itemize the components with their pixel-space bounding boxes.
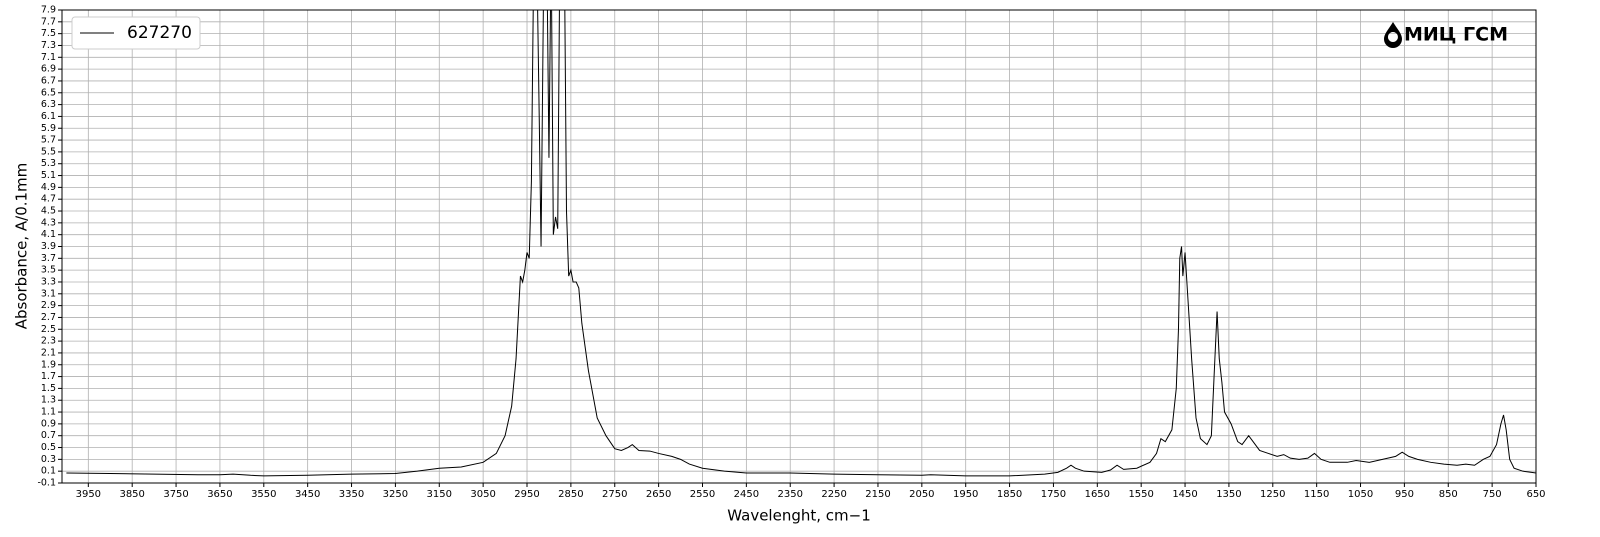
y-tick-label: 5.3 xyxy=(41,158,56,169)
y-tick-label: 0.7 xyxy=(41,430,56,441)
spectrum-line xyxy=(66,10,1536,477)
y-tick-label: 3.1 xyxy=(41,288,56,299)
x-tick-label: 850 xyxy=(1439,489,1458,500)
logo-icon xyxy=(1384,22,1402,48)
x-tick-label: 1450 xyxy=(1172,489,1197,500)
x-tick-label: 2650 xyxy=(646,489,671,500)
x-tick-label: 3150 xyxy=(427,489,452,500)
legend-box xyxy=(71,16,201,50)
y-tick-label: 7.3 xyxy=(41,40,56,51)
y-tick-label: 3.3 xyxy=(41,276,56,287)
x-tick-label: 3350 xyxy=(339,489,364,500)
y-tick-label: 5.9 xyxy=(41,123,56,134)
x-tick-label: 2550 xyxy=(690,489,715,500)
x-tick-label: 2350 xyxy=(777,489,802,500)
logo: МИЦ ГСМ xyxy=(1384,22,1508,48)
x-tick-label: 1650 xyxy=(1085,489,1110,500)
y-tick-label: 1.5 xyxy=(41,383,56,394)
x-tick-label: 3650 xyxy=(207,489,232,500)
y-tick-label: 3.7 xyxy=(41,253,56,264)
x-tick-label: 1150 xyxy=(1304,489,1329,500)
x-tick-label: 3050 xyxy=(470,489,495,500)
x-axis-label: Wavelenght, cm−1 xyxy=(727,507,871,525)
y-tick-label: 6.3 xyxy=(41,99,56,110)
x-tick-label: 3950 xyxy=(76,489,101,500)
x-tick-label: 650 xyxy=(1526,489,1545,500)
x-tick-label: 2250 xyxy=(821,489,846,500)
x-tick-label: 1550 xyxy=(1128,489,1153,500)
y-axis-label: Absorbance, A/0.1mm xyxy=(13,163,31,330)
y-tick-label: 0.3 xyxy=(41,454,56,465)
y-tick-label: 4.1 xyxy=(41,229,56,240)
x-tick-label: 2750 xyxy=(602,489,627,500)
x-tick-label: 1850 xyxy=(997,489,1022,500)
y-tick-label: 1.3 xyxy=(41,395,56,406)
x-tick-label: 3250 xyxy=(383,489,408,500)
y-tick-label: 4.9 xyxy=(41,182,56,193)
y-tick-label: 0.9 xyxy=(41,418,56,429)
y-tick-label: 0.1 xyxy=(41,466,56,477)
y-tick-label: 7.1 xyxy=(41,52,56,63)
y-tick-label: 6.9 xyxy=(41,64,56,75)
y-tick-label: 5.5 xyxy=(41,146,56,157)
y-tick-label: 1.1 xyxy=(41,407,56,418)
y-tick-label: 2.5 xyxy=(41,324,56,335)
x-tick-label: 2050 xyxy=(909,489,934,500)
y-tick-label: -0.1 xyxy=(37,478,56,489)
y-tick-label: 0.5 xyxy=(41,442,56,453)
x-tick-label: 2850 xyxy=(558,489,583,500)
y-tick-label: 7.9 xyxy=(41,5,56,16)
x-tick-label: 2450 xyxy=(734,489,759,500)
x-tick-label: 1250 xyxy=(1260,489,1285,500)
x-tick-label: 1750 xyxy=(1041,489,1066,500)
y-tick-label: 4.7 xyxy=(41,194,56,205)
y-tick-label: 6.1 xyxy=(41,111,56,122)
x-tick-label: 1050 xyxy=(1348,489,1373,500)
x-tick-label: 1350 xyxy=(1216,489,1241,500)
y-tick-label: 1.9 xyxy=(41,359,56,370)
x-tick-label: 950 xyxy=(1395,489,1414,500)
y-tick-label: 6.5 xyxy=(41,87,56,98)
y-tick-label: 1.7 xyxy=(41,371,56,382)
logo-text: МИЦ ГСМ xyxy=(1404,24,1508,46)
x-tick-label: 750 xyxy=(1483,489,1502,500)
x-tick-label: 3850 xyxy=(119,489,144,500)
y-tick-label: 2.1 xyxy=(41,347,56,358)
y-tick-label: 7.7 xyxy=(41,16,56,27)
y-tick-label: 4.5 xyxy=(41,206,56,217)
x-tick-label: 2150 xyxy=(865,489,890,500)
y-tick-label: 5.1 xyxy=(41,170,56,181)
y-tick-label: 4.3 xyxy=(41,217,56,228)
y-tick-label: 2.9 xyxy=(41,300,56,311)
legend: 627270 xyxy=(71,16,201,50)
x-tick-label: 2950 xyxy=(514,489,539,500)
x-tick-label: 3750 xyxy=(163,489,188,500)
y-tick-label: 2.3 xyxy=(41,336,56,347)
y-tick-label: 3.5 xyxy=(41,265,56,276)
y-tick-label: 7.5 xyxy=(41,28,56,39)
legend-label: 627270 xyxy=(127,23,192,43)
x-tick-label: 1950 xyxy=(953,489,978,500)
y-tick-label: 6.7 xyxy=(41,75,56,86)
y-tick-label: 2.7 xyxy=(41,312,56,323)
x-tick-label: 3450 xyxy=(295,489,320,500)
y-tick-label: 5.7 xyxy=(41,135,56,146)
x-tick-label: 3550 xyxy=(251,489,276,500)
y-tick-label: 3.9 xyxy=(41,241,56,252)
